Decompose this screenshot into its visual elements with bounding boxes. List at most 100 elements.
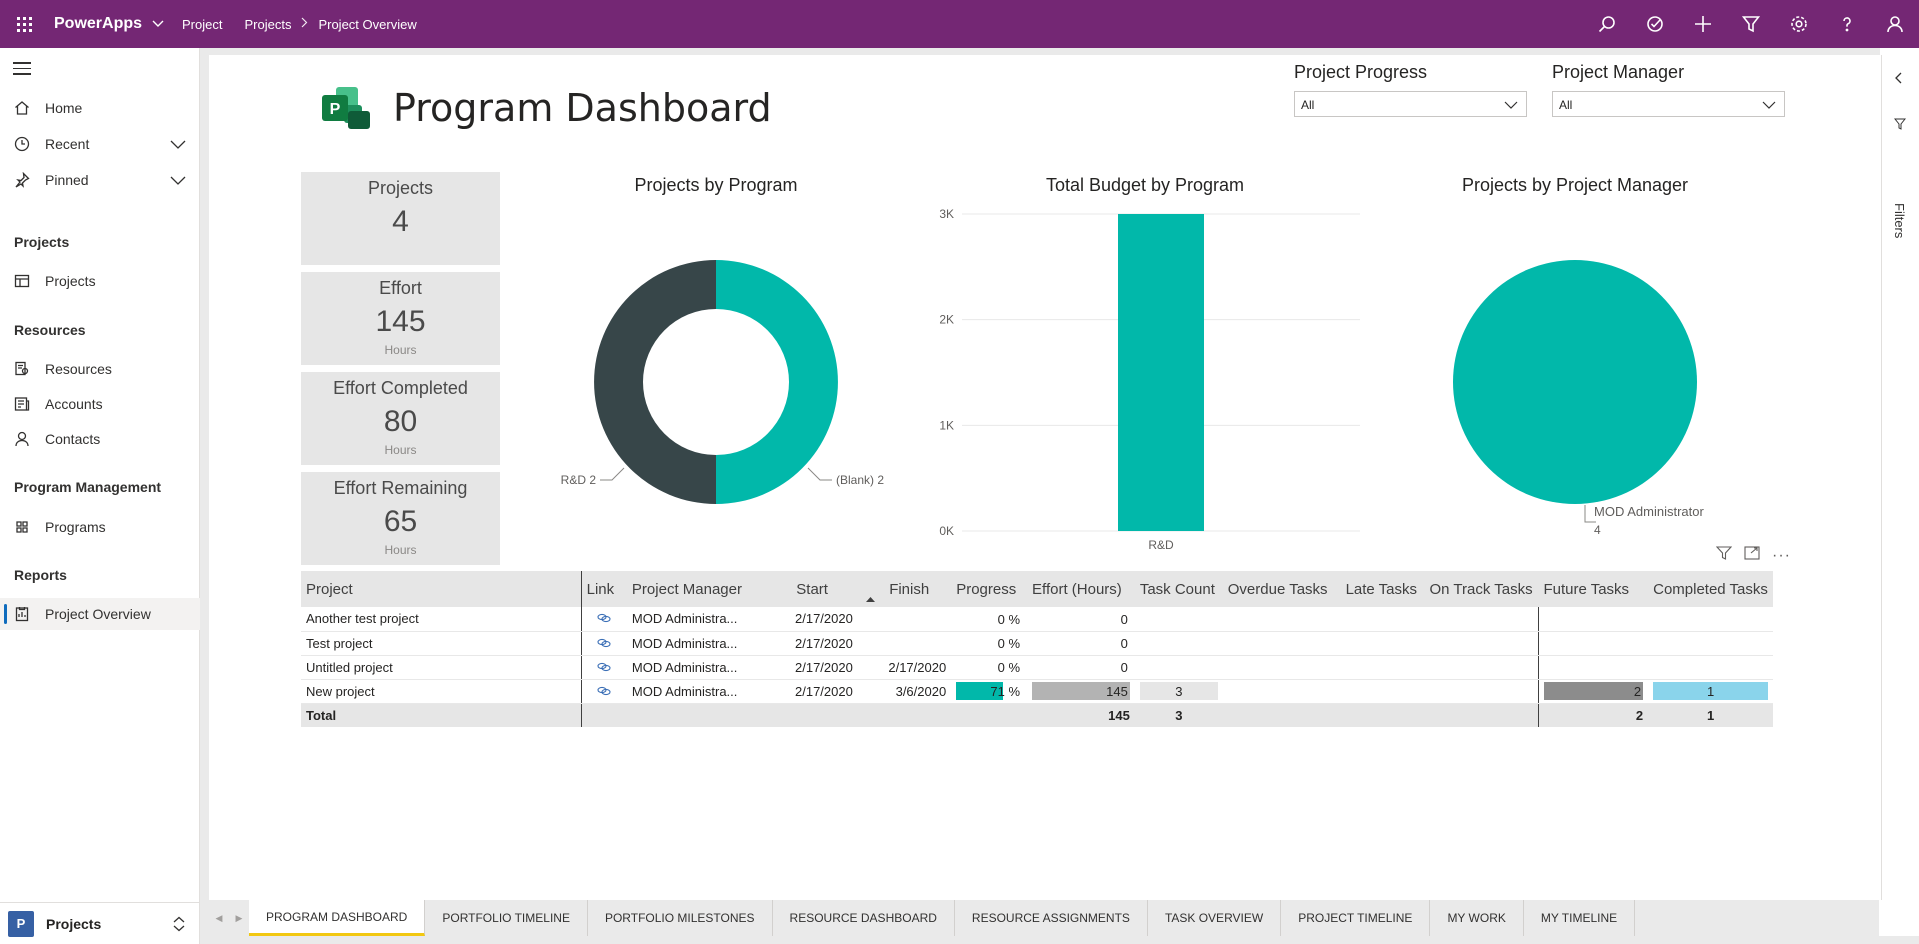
tab-program-dashboard[interactable]: PROGRAM DASHBOARD <box>249 900 426 936</box>
sidebar-item-home[interactable]: Home <box>0 92 200 124</box>
tab-task-overview[interactable]: TASK OVERVIEW <box>1148 900 1282 936</box>
label-leader-line <box>807 467 832 481</box>
y-tick-label: 0K <box>939 524 954 538</box>
table-row[interactable]: New project MOD Administra... 2/17/2020 3/6… <box>301 679 1773 704</box>
column-header[interactable]: Task Count <box>1134 571 1223 607</box>
breadcrumb-project[interactable]: Project <box>182 16 223 32</box>
column-header[interactable]: Project <box>301 571 582 607</box>
tab-scroll-left-icon[interactable]: ◀ <box>215 912 223 923</box>
table-row[interactable]: Another test project MOD Administra... 2/1… <box>301 607 1773 632</box>
column-header[interactable]: Future Tasks <box>1538 571 1649 607</box>
project-manager-slicer[interactable]: Project Manager All <box>1552 62 1785 117</box>
cell-project[interactable]: Test project <box>301 631 582 656</box>
filter-icon[interactable] <box>1715 546 1733 565</box>
column-header[interactable]: Start <box>766 571 858 607</box>
chevron-down-icon[interactable] <box>170 173 186 189</box>
cell-project[interactable]: New project <box>301 679 582 704</box>
link-icon[interactable] <box>597 611 611 623</box>
help-icon[interactable] <box>1823 0 1871 48</box>
bar[interactable] <box>1118 214 1204 531</box>
tab-project-timeline[interactable]: PROJECT TIMELINE <box>1281 900 1431 936</box>
card-unit: Hours <box>384 543 417 557</box>
chevron-down-icon[interactable] <box>170 137 186 153</box>
cell-project[interactable]: Untitled project <box>301 655 582 680</box>
breadcrumb-projects[interactable]: Projects <box>244 16 292 32</box>
tab-resource-dashboard[interactable]: RESOURCE DASHBOARD <box>773 900 955 936</box>
report-frame <box>209 936 1919 944</box>
column-header[interactable]: On Track Tasks <box>1424 571 1539 607</box>
table-row[interactable]: Untitled project MOD Administra... 2/17/20… <box>301 655 1773 680</box>
nav-group-title: Reports <box>14 567 67 583</box>
table-row[interactable]: Test project MOD Administra... 2/17/2020 0 … <box>301 631 1773 656</box>
user-icon[interactable] <box>1871 0 1919 48</box>
plus-icon[interactable] <box>1679 0 1727 48</box>
column-header[interactable]: Effort (Hours) <box>1027 571 1135 607</box>
more-options-icon[interactable]: ··· <box>1772 546 1791 564</box>
tab-my-work[interactable]: MY WORK <box>1430 900 1524 936</box>
cell-link[interactable] <box>581 679 627 704</box>
assistant-icon[interactable] <box>1631 0 1679 48</box>
link-icon[interactable] <box>597 660 611 671</box>
filter-icon[interactable] <box>1727 0 1775 48</box>
column-header[interactable]: Late Tasks <box>1340 571 1425 607</box>
breadcrumb-project-overview[interactable]: Project Overview <box>318 16 417 32</box>
chevron-down-icon[interactable] <box>1504 99 1518 113</box>
sidebar-item-programs[interactable]: Programs <box>0 511 200 543</box>
pie-slice[interactable] <box>1453 260 1697 504</box>
bar-chart[interactable]: 0K 1K 2K 3K R&D <box>920 200 1370 560</box>
tab-resource-assignments[interactable]: RESOURCE ASSIGNMENTS <box>955 900 1148 936</box>
kpi-card-effort-remaining[interactable]: Effort Remaining 65 Hours <box>301 472 500 565</box>
filters-pane[interactable]: Filters <box>1881 55 1919 900</box>
column-header[interactable]: Completed Tasks <box>1648 571 1773 607</box>
column-header[interactable]: Project Manager <box>626 571 767 607</box>
hamburger-menu-icon[interactable] <box>13 62 31 79</box>
sidebar-item-accounts[interactable]: Accounts <box>0 388 200 420</box>
pie-chart[interactable]: MOD Administrator 4 <box>1420 240 1740 540</box>
donut-slice[interactable] <box>594 260 716 504</box>
area-switcher[interactable]: P Projects <box>0 902 200 944</box>
column-header[interactable]: Link <box>581 571 627 607</box>
app-chevron-down-icon[interactable] <box>152 17 164 31</box>
cell-project[interactable]: Another test project <box>301 607 582 632</box>
sidebar-item-resources[interactable]: Resources <box>0 353 200 385</box>
project-progress-slicer[interactable]: Project Progress All <box>1294 62 1527 117</box>
column-header[interactable]: Overdue Tasks <box>1222 571 1341 607</box>
sidebar-item-contacts[interactable]: Contacts <box>0 423 200 455</box>
tab-my-timeline[interactable]: MY TIMELINE <box>1524 900 1636 936</box>
link-icon[interactable] <box>597 636 611 647</box>
chevron-down-icon[interactable] <box>1762 99 1776 113</box>
chevron-left-icon[interactable] <box>1894 71 1902 89</box>
cell-link[interactable] <box>581 631 627 656</box>
sidebar-item-recent[interactable]: Recent <box>0 128 200 160</box>
slicer-dropdown[interactable]: All <box>1294 91 1527 117</box>
focus-mode-icon[interactable] <box>1744 546 1760 565</box>
tab-portfolio-timeline[interactable]: PORTFOLIO TIMELINE <box>425 900 588 936</box>
kpi-card-effort-completed[interactable]: Effort Completed 80 Hours <box>301 372 500 465</box>
tab-portfolio-milestones[interactable]: PORTFOLIO MILESTONES <box>588 900 773 936</box>
link-icon[interactable] <box>597 684 611 695</box>
cell-link[interactable] <box>581 607 627 632</box>
cell-late <box>1340 655 1425 680</box>
donut-chart[interactable]: (Blank) 2 R&D 2 <box>540 240 900 520</box>
column-header[interactable]: Progress <box>951 571 1028 607</box>
visual-header: ··· <box>1715 546 1791 565</box>
search-icon[interactable] <box>1583 0 1631 48</box>
donut-slice[interactable] <box>716 260 838 504</box>
cell-task-count <box>1134 607 1223 632</box>
slicer-dropdown[interactable]: All <box>1552 91 1785 117</box>
cell-link[interactable] <box>581 655 627 680</box>
kpi-card-projects[interactable]: Projects 4 <box>301 172 500 265</box>
chevron-up-down-icon[interactable] <box>172 916 186 937</box>
kpi-card-effort[interactable]: Effort 145 Hours <box>301 272 500 365</box>
tab-scroll-right-icon[interactable]: ▶ <box>235 912 243 923</box>
app-launcher-icon[interactable] <box>0 0 48 48</box>
total-future: 2 <box>1538 703 1649 727</box>
sidebar-item-pinned[interactable]: Pinned <box>0 164 200 196</box>
app-name[interactable]: PowerApps <box>54 15 143 32</box>
sidebar-item-projects[interactable]: Projects <box>0 265 200 297</box>
sidebar-item-project-overview[interactable]: Project Overview <box>0 598 200 630</box>
column-header-sorted[interactable]: Finish <box>857 571 952 607</box>
slicer-value: All <box>1301 98 1315 112</box>
effort-text: 0 <box>1120 611 1128 627</box>
settings-icon[interactable] <box>1775 0 1823 48</box>
